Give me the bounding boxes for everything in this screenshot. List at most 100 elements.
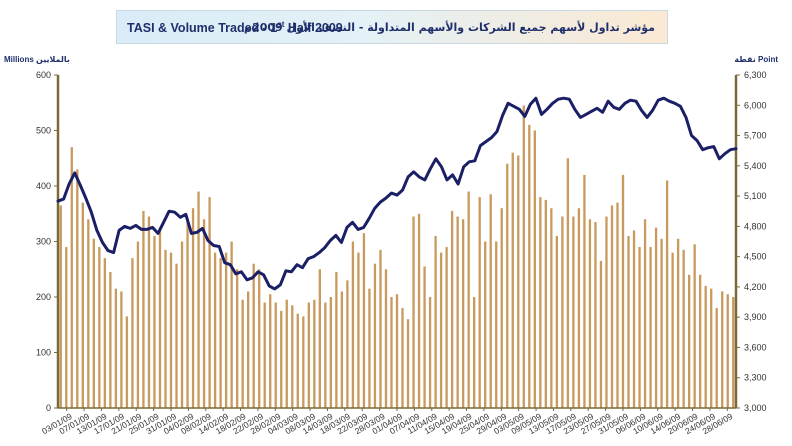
volume-bar bbox=[197, 191, 200, 408]
volume-bar bbox=[351, 241, 355, 408]
volume-bar bbox=[373, 263, 377, 408]
right-axis-unit: نقطة Point bbox=[734, 55, 778, 64]
volume-bar bbox=[98, 247, 101, 408]
volume-bar bbox=[70, 147, 73, 408]
volume-bar bbox=[252, 263, 255, 408]
volume-bar bbox=[324, 302, 327, 408]
volume-bar bbox=[533, 130, 536, 408]
left-tick-label: 200 bbox=[36, 292, 51, 302]
volume-bar bbox=[473, 297, 476, 408]
left-tick-label: 0 bbox=[46, 403, 51, 413]
volume-bar bbox=[632, 230, 636, 408]
volume-bar bbox=[643, 219, 647, 408]
volume-bar bbox=[406, 319, 410, 408]
volume-bar bbox=[307, 302, 310, 408]
volume-bar bbox=[92, 238, 95, 408]
volume-bar bbox=[721, 291, 724, 408]
right-tick-label: 4,800 bbox=[744, 221, 767, 231]
left-tick-label: 500 bbox=[36, 126, 51, 136]
volume-bar bbox=[81, 202, 84, 408]
volume-bar bbox=[384, 269, 388, 408]
volume-bar bbox=[125, 316, 129, 408]
volume-bar bbox=[621, 174, 625, 408]
volume-bar bbox=[379, 249, 382, 408]
right-tick-label: 3,600 bbox=[744, 342, 767, 352]
volume-bar bbox=[202, 219, 206, 408]
volume-bar bbox=[566, 158, 570, 408]
volume-bar bbox=[715, 308, 718, 408]
tasi-index-line bbox=[56, 96, 738, 291]
volume-bar bbox=[423, 266, 426, 408]
volume-bar bbox=[59, 205, 62, 408]
chart-title-english: TASI & Volume Traded - 1st Half 2009 bbox=[127, 20, 343, 36]
volume-bar bbox=[450, 210, 454, 408]
volume-bar bbox=[142, 210, 145, 408]
right-tick-label: 5,700 bbox=[744, 131, 767, 141]
volume-bar bbox=[539, 197, 542, 408]
volume-bar bbox=[676, 238, 680, 408]
volume-bar bbox=[528, 124, 531, 408]
volume-bar bbox=[318, 269, 321, 408]
volume-bar bbox=[511, 152, 514, 408]
volume-bar bbox=[522, 105, 525, 409]
volume-bar bbox=[660, 238, 663, 408]
right-unit-english: Point bbox=[758, 55, 778, 64]
left-tick-label: 600 bbox=[36, 70, 51, 80]
volume-bar bbox=[235, 269, 239, 408]
volume-bar bbox=[247, 291, 250, 408]
volume-bar bbox=[671, 252, 674, 408]
volume-bar bbox=[213, 252, 217, 408]
volume-bar bbox=[517, 155, 520, 408]
volume-bar bbox=[296, 313, 299, 408]
volume-bar bbox=[610, 205, 614, 408]
volume-bar bbox=[169, 252, 173, 408]
volume-bar bbox=[153, 235, 156, 408]
volume-bar bbox=[506, 163, 509, 408]
volume-bar bbox=[456, 216, 459, 408]
volume-bar bbox=[109, 272, 112, 408]
volume-bar bbox=[461, 219, 465, 408]
volume-bar bbox=[120, 291, 123, 408]
right-tick-label: 5,100 bbox=[744, 191, 767, 201]
volume-bar bbox=[335, 272, 338, 408]
volume-bar bbox=[230, 241, 233, 408]
volume-bar bbox=[395, 294, 399, 408]
volume-bar bbox=[362, 233, 366, 408]
volume-bar bbox=[263, 302, 266, 408]
volume-bar bbox=[561, 216, 564, 408]
volume-bar bbox=[665, 180, 669, 408]
volume-bar bbox=[577, 208, 581, 408]
right-tick-label: 6,300 bbox=[744, 70, 767, 80]
volume-bar bbox=[704, 285, 707, 408]
volume-bar bbox=[340, 291, 344, 408]
volume-bar bbox=[114, 288, 118, 408]
volume-bar bbox=[649, 247, 652, 408]
volume-bar bbox=[550, 208, 553, 408]
tasi-series-line bbox=[56, 96, 738, 291]
volume-bar bbox=[544, 199, 547, 409]
volume-bar bbox=[445, 247, 448, 408]
volume-bar bbox=[175, 263, 178, 408]
volume-bar bbox=[495, 241, 498, 408]
right-axis-ticks: 3,000 3,300 3,600 3,900 4,200 4,500 4,800 5,100… bbox=[736, 70, 767, 413]
chart-title-arabic: مؤشر تداول لأسهم جميع الشركات والأسهم ال… bbox=[244, 21, 655, 34]
volume-bar bbox=[158, 230, 162, 408]
volume-bar bbox=[258, 269, 261, 408]
left-axis-ticks: 0 100 200 300 400 500 600 bbox=[36, 70, 58, 413]
right-tick-label: 5,400 bbox=[744, 161, 767, 171]
right-tick-label: 3,900 bbox=[744, 312, 767, 322]
volume-bar bbox=[588, 219, 592, 408]
right-tick-label: 3,300 bbox=[744, 373, 767, 383]
volume-bar bbox=[191, 208, 195, 408]
right-tick-label: 4,500 bbox=[744, 252, 767, 262]
volume-bar bbox=[274, 302, 277, 408]
volume-bar bbox=[417, 213, 421, 408]
volume-bar bbox=[401, 308, 404, 408]
volume-bar bbox=[627, 235, 630, 408]
volume-bar bbox=[368, 288, 371, 408]
volume-bar bbox=[76, 169, 79, 408]
volume-bar bbox=[732, 297, 735, 408]
volume-bar bbox=[269, 294, 272, 408]
left-axis-unit: Millions بالملايين bbox=[4, 55, 70, 64]
